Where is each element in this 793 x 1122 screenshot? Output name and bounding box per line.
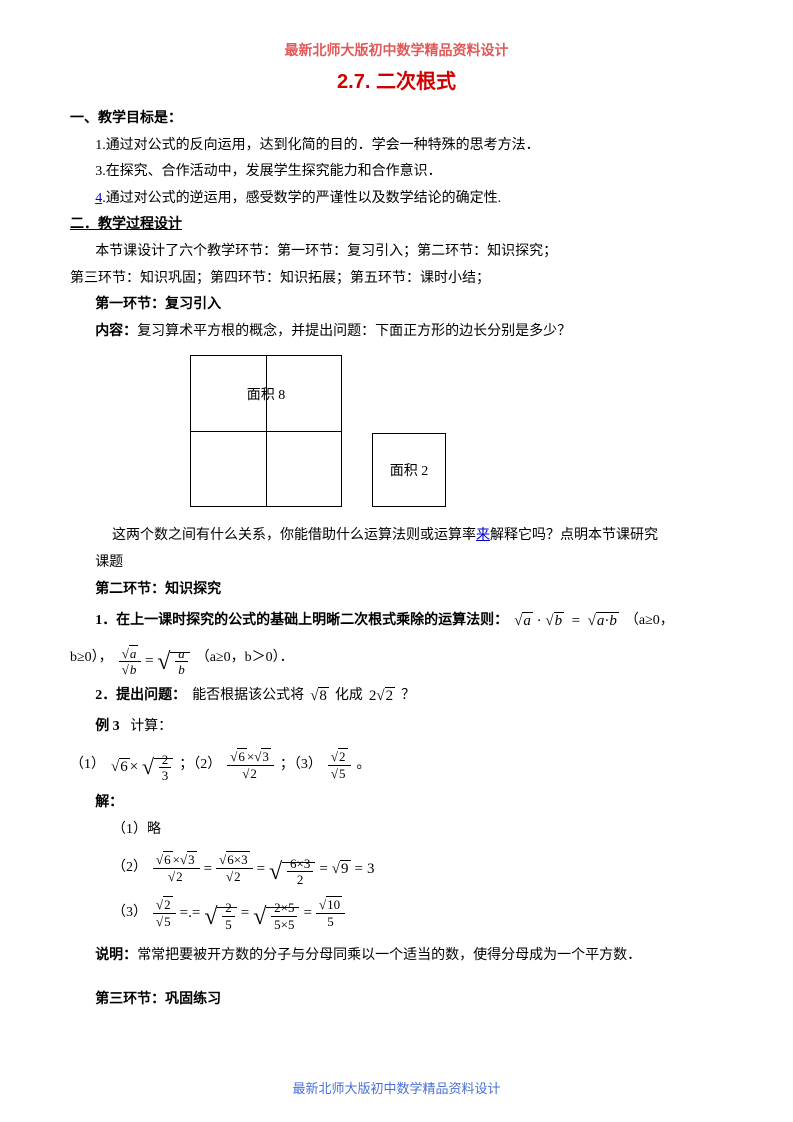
env1-title: 第一环节：复习引入 xyxy=(70,292,723,319)
rule-2-cond-pre: b≥0）， xyxy=(70,647,113,669)
square-area-8-label: 面积 8 xyxy=(191,384,341,404)
p1-expr: √6× √ 23 xyxy=(111,746,173,784)
ex3-text: 计算： xyxy=(130,719,172,734)
sec2-line1: 本节课设计了六个教学环节：第一环节：复习引入；第二环节：知识探究； xyxy=(70,239,723,266)
ex3-problems: （1） √6× √ 23 ；（2） √6×√3 √2 ；（3） √2 √5 。 xyxy=(70,746,723,784)
example-3: 例 3 计算： xyxy=(70,714,723,741)
q2-text-a: 能否根据该公式将 xyxy=(192,685,304,707)
square-area-2-label: 面积 2 xyxy=(390,460,429,480)
q2-label: 2．提出问题： xyxy=(95,685,186,707)
goal-1: 1.通过对公式的反向运用，达到化简的目的．学会一种特殊的思考方法． xyxy=(70,133,723,160)
page-title: 2.7. 二次根式 xyxy=(70,65,723,94)
section2-heading-text: 二．教学过程设计 xyxy=(70,217,182,232)
q2-2sqrt2: 2√2 xyxy=(369,684,395,708)
sol2: （2） √6×√3 √2 = √6×3 √2 = √ 6×32 = √9 = 3 xyxy=(70,849,723,888)
env1-content: 内容：复习算术平方根的概念，并提出问题：下面正方形的边长分别是多少？ xyxy=(70,319,723,346)
rule-1: 1．在上一课时探究的公式的基础上明晰二次根式乘除的运算法则： √a · √b =… xyxy=(70,609,723,633)
explain: 说明：常常把要被开方数的分子与分母同乘以一个适当的数，使得分母成为一个平方数． xyxy=(70,943,723,970)
p2-expr: √6×√3 √2 xyxy=(227,749,274,781)
rule-2-cond-post: （a≥0，b＞0）． xyxy=(196,647,294,669)
env1-question: 这两个数之间有什么关系，你能借助什么运算法则或运算率来解释它吗？点明本节课研究 xyxy=(70,523,723,550)
solve-label: 解： xyxy=(70,790,723,817)
footer: 最新北师大版初中数学精品资料设计 xyxy=(0,1078,793,1097)
question-2: 2．提出问题： 能否根据该公式将 √8 化成 2√2 ？ xyxy=(70,684,723,708)
explain-label: 说明： xyxy=(95,948,137,963)
p1-label: （1） xyxy=(70,754,105,776)
sol2-expr: √6×√3 √2 = √6×3 √2 = √ 6×32 = √9 = 3 xyxy=(153,849,374,888)
section1-heading: 一、教学目标是： xyxy=(70,106,723,133)
sol1: （1）略 xyxy=(70,817,723,844)
rule-2-formula: √a √b = √ ab xyxy=(119,639,190,678)
env1-text: 复习算术平方根的概念，并提出问题：下面正方形的边长分别是多少？ xyxy=(137,324,571,339)
sec2-line2: 第三环节：知识巩固；第四环节：知识拓展；第五环节：课时小结； xyxy=(70,266,723,293)
header-top: 最新北师大版初中数学精品资料设计 xyxy=(70,40,723,60)
p3-expr: √2 √5 xyxy=(328,749,351,781)
p-end: 。 xyxy=(357,754,371,776)
ex3-label: 例 3 xyxy=(95,719,120,734)
env1-label: 内容： xyxy=(95,324,137,339)
squares-diagram: 面积 8 面积 2 xyxy=(70,355,723,507)
p3-label: ；（3） xyxy=(280,754,322,776)
explain-text: 常常把要被开方数的分子与分母同乘以一个适当的数，使得分母成为一个平方数． xyxy=(137,948,641,963)
q2-text-b: 化成 xyxy=(335,685,363,707)
env1-q-post: 解释它吗？点明本节课研究 xyxy=(490,528,658,543)
rule-1-cond: （a≥0， xyxy=(625,610,674,632)
square-area-8: 面积 8 xyxy=(190,355,342,507)
env3-title: 第三环节：巩固练习 xyxy=(70,987,723,1014)
rule-2: b≥0）， √a √b = √ ab （a≥0，b＞0）． xyxy=(70,639,723,678)
square-area-2: 面积 2 xyxy=(372,433,446,507)
p2-label: ；（2） xyxy=(179,754,221,776)
section2-heading: 二．教学过程设计 xyxy=(70,212,723,239)
q2-sqrt8: √8 xyxy=(310,684,329,708)
q2-text-c: ？ xyxy=(401,685,415,707)
env1-q-pre: 这两个数之间有什么关系，你能借助什么运算法则或运算率 xyxy=(112,528,476,543)
env1-question-line2: 课题 xyxy=(70,550,723,577)
rule-1-label: 1．在上一课时探究的公式的基础上明晰二次根式乘除的运算法则： xyxy=(95,610,508,632)
sol3-label: （3） xyxy=(112,902,147,924)
sol3-expr: √2 √5 =.= √ 25 = √ 2×55×5 = √10 5 xyxy=(153,894,345,933)
sol2-label: （2） xyxy=(112,857,147,879)
sol3: （3） √2 √5 =.= √ 25 = √ 2×55×5 = √10 5 xyxy=(70,894,723,933)
goal4-rest: .通过对公式的逆运用，感受数学的严谨性以及数学结论的确定性. xyxy=(102,191,501,206)
rule-1-formula: √a · √b = √a·b xyxy=(514,609,619,633)
env1-q-link[interactable]: 来 xyxy=(476,528,490,543)
goal-3: 3.在探究、合作活动中，发展学生探究能力和合作意识． xyxy=(70,159,723,186)
goal-4: 4.通过对公式的逆运用，感受数学的严谨性以及数学结论的确定性. xyxy=(70,186,723,213)
env2-title: 第二环节：知识探究 xyxy=(70,577,723,604)
